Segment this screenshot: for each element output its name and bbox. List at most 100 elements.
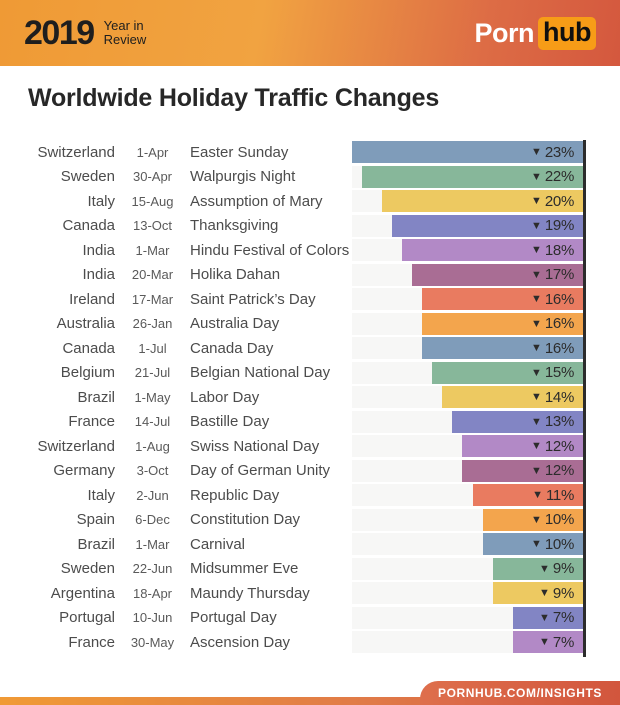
chart-row: Brazil 1-Mar Carnival ▼ 10% [0,533,620,555]
date-label: 2-Jun [136,487,169,503]
traffic-change-bar: ▼ 22% [362,165,583,188]
traffic-change-bar: ▼ 9% [492,582,583,604]
down-arrow-icon: ▼ [530,268,542,281]
traffic-change-bar: ▼ 17% [412,263,583,286]
chart-row: Sweden 30-Apr Walpurgis Night ▼ 22% [0,165,620,188]
down-arrow-icon: ▼ [530,195,542,207]
chart-rows: Switzerland 1-Apr Easter Sunday ▼ 23% Sweden 3… [0,141,620,653]
holiday-label: Holika Dahan [190,266,281,283]
year-label: 2019 [24,13,95,52]
bar-track: ▼ 13% [352,410,583,433]
bar-track: ▼ 16% [352,288,583,310]
chart-row: Italy 15-Aug Assumption of Mary ▼ 20% [0,190,620,212]
holiday-label: Hindu Festival of Colors [190,241,350,259]
down-arrow-icon: ▼ [530,366,542,379]
footer-strip [0,697,620,705]
percent-label: 9% [552,584,574,602]
holiday-label: Assumption of Mary [190,192,323,210]
bar-track: ▼ 22% [352,165,583,188]
holiday-label: Maundy Thursday [190,584,310,602]
date-label: 1-Mar [135,242,170,258]
country-label: Spain [76,511,115,528]
bar-track: ▼ 9% [352,557,583,580]
percent-label: 9% [552,560,574,577]
holiday-label: Easter Sunday [190,143,289,161]
traffic-change-bar: ▼ 16% [422,337,583,359]
percent-label: 10% [544,511,574,528]
date-label: 14-Jul [134,414,171,429]
bar-track: ▼ 19% [352,214,583,237]
chart-row: India 1-Mar Hindu Festival of Colors ▼ 18% [0,239,620,261]
holiday-label: Labor Day [190,388,260,406]
chart-row: Switzerland 1-Apr Easter Sunday ▼ 23% [0,141,620,163]
traffic-change-bar: ▼ 23% [352,141,583,163]
date-label: 18-Apr [132,585,173,601]
country-label: India [82,241,115,259]
holiday-label: Midsummer Eve [190,560,299,577]
holiday-label: Constitution Day [190,511,301,528]
percent-label: 10% [544,535,574,553]
holiday-label: Belgian National Day [190,364,331,381]
country-label: Argentina [50,584,115,602]
bar-track: ▼ 14% [352,386,583,408]
holiday-label: Australia Day [190,315,280,332]
country-label: Ireland [69,290,115,308]
bar-track: ▼ 12% [352,435,583,457]
date-label: 17-Mar [131,291,174,307]
holiday-label: Swiss National Day [190,437,320,455]
country-label: Canada [62,339,115,357]
holiday-label: Thanksgiving [190,217,279,234]
holiday-label: Canada Day [190,339,274,357]
chart-row: France 30-May Ascension Day ▼ 7% [0,631,620,653]
traffic-change-bar: ▼ 16% [422,288,583,310]
traffic-change-bar: ▼ 14% [442,386,583,408]
chart-row: Germany 3-Oct Day of German Unity ▼ 12% [0,459,620,482]
down-arrow-icon: ▼ [530,219,542,232]
down-arrow-icon: ▼ [530,415,542,428]
down-arrow-icon: ▼ [530,391,542,403]
country-label: Germany [53,462,115,479]
bar-track: ▼ 16% [352,337,583,359]
down-arrow-icon: ▼ [530,440,542,452]
country-label: Italy [87,486,115,504]
date-label: 13-Oct [132,218,172,233]
chart-row: Sweden 22-Jun Midsummer Eve ▼ 9% [0,557,620,580]
holiday-label: Ascension Day [190,633,291,651]
date-label: 3-Oct [136,463,169,478]
chart-row: Ireland 17-Mar Saint Patrick’s Day ▼ 16% [0,288,620,310]
date-label: 21-Jul [134,365,171,380]
down-arrow-icon: ▼ [530,538,542,550]
holiday-label: Carnival [190,535,246,553]
country-label: India [82,266,115,283]
percent-label: 20% [544,192,574,210]
date-label: 30-Apr [132,169,173,184]
down-arrow-icon: ▼ [530,244,542,256]
holiday-label: Walpurgis Night [190,168,296,185]
holiday-label: Day of German Unity [190,462,331,479]
percent-label: 16% [544,290,574,308]
country-label: Brazil [77,535,115,553]
logo-porn-text: Porn [474,17,535,48]
date-label: 10-Jun [132,610,173,625]
chart-row: France 14-Jul Bastille Day ▼ 13% [0,410,620,433]
country-label: Sweden [60,560,115,577]
footer-insights-link[interactable]: PORNHUB.COM/INSIGHTS [420,681,620,705]
traffic-change-bar: ▼ 10% [482,533,583,555]
holiday-label: Republic Day [190,486,280,504]
traffic-change-bar: ▼ 20% [382,190,583,212]
percent-label: 11% [545,486,574,504]
bar-track: ▼ 10% [352,533,583,555]
country-label: Belgium [60,364,115,381]
percent-label: 23% [544,143,574,161]
percent-label: 7% [552,609,574,626]
date-label: 22-Jun [132,561,173,576]
bar-track: ▼ 10% [352,508,583,531]
bar-track: ▼ 18% [352,239,583,261]
percent-label: 16% [544,339,574,357]
chart-row: Argentina 18-Apr Maundy Thursday ▼ 9% [0,582,620,604]
date-label: 26-Jan [132,316,173,331]
holiday-label: Saint Patrick’s Day [190,290,316,308]
holiday-label: Bastille Day [190,413,270,430]
country-label: Switzerland [37,143,115,161]
country-label: Australia [56,315,115,332]
